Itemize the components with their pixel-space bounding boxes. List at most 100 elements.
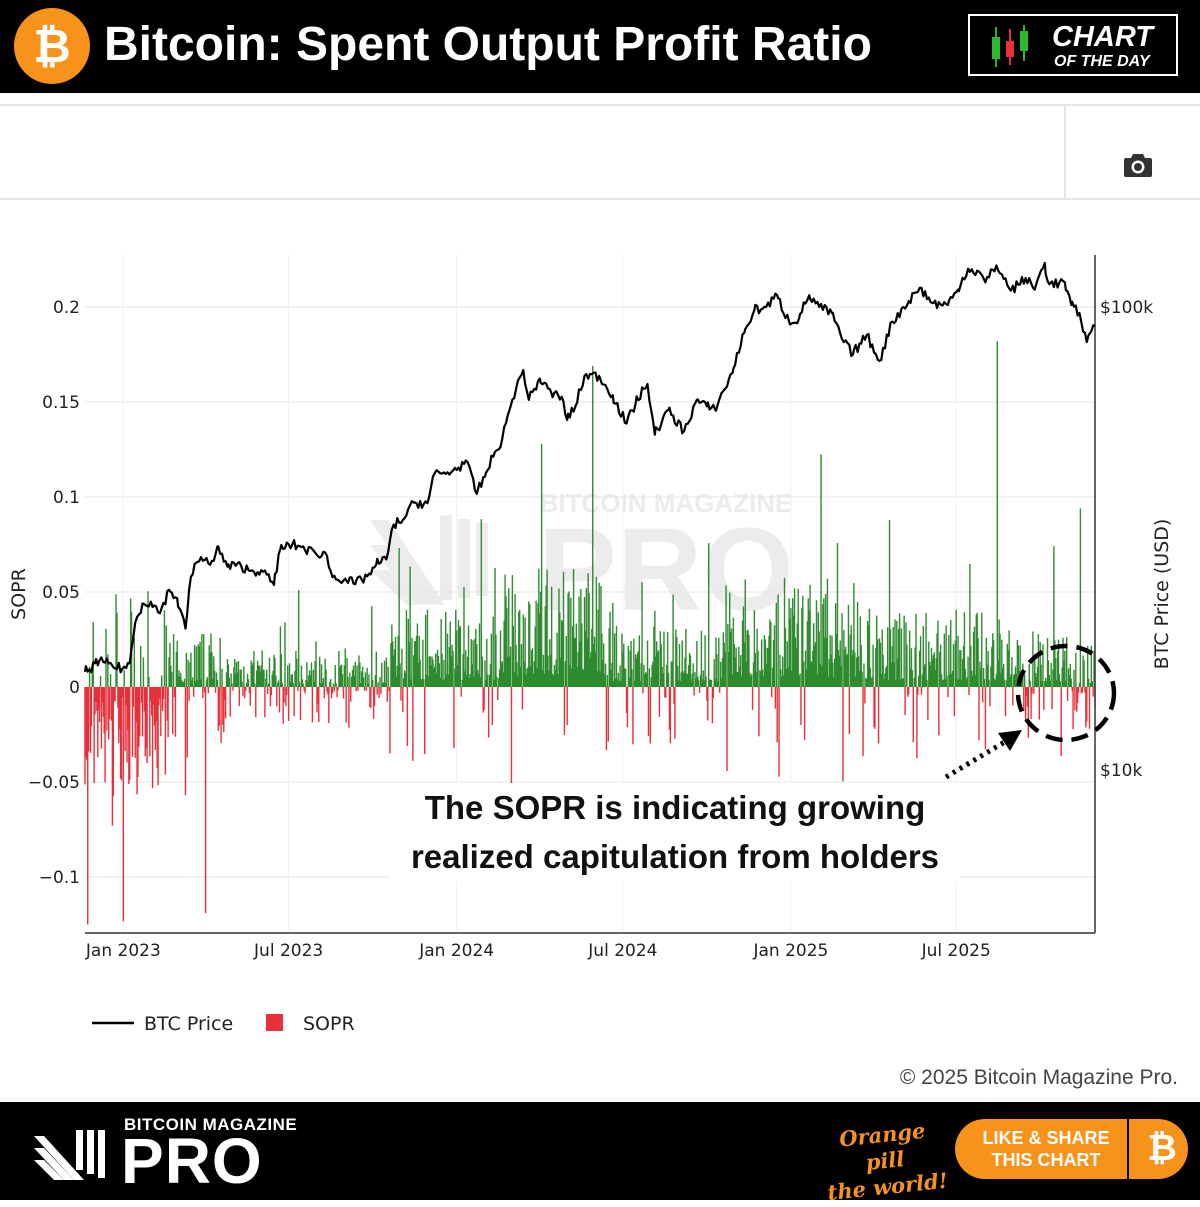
sopr-bar xyxy=(858,670,861,687)
sopr-bar xyxy=(994,679,997,687)
sopr-bar xyxy=(999,633,1001,687)
sopr-bar xyxy=(991,646,993,687)
sopr-bar xyxy=(751,687,754,710)
sopr-bar xyxy=(702,670,704,687)
sopr-bar xyxy=(359,662,361,687)
sopr-bar xyxy=(472,640,474,687)
sopr-bar xyxy=(508,588,510,687)
sopr-bar xyxy=(691,673,693,687)
legend-bar-swatch xyxy=(266,1014,283,1031)
sopr-bar xyxy=(490,633,493,687)
sopr-bar xyxy=(555,659,557,687)
sopr-bar xyxy=(263,669,265,687)
sopr-bar xyxy=(276,682,279,687)
sopr-bar xyxy=(731,674,734,687)
sopr-bar xyxy=(801,607,803,687)
toolbar-border-bottom xyxy=(0,198,1200,200)
sopr-bar xyxy=(1093,650,1095,687)
sopr-bar xyxy=(291,674,293,687)
sopr-bar xyxy=(96,687,98,712)
sopr-bar xyxy=(478,623,481,687)
sopr-bar xyxy=(1005,680,1008,687)
sopr-bar xyxy=(115,594,117,687)
sopr-bar xyxy=(93,687,95,784)
sopr-bar xyxy=(617,672,620,687)
sopr-bar xyxy=(476,669,479,687)
sopr-bar xyxy=(645,673,648,687)
sopr-bar xyxy=(308,670,311,687)
sopr-bar xyxy=(349,672,351,687)
sopr-bar xyxy=(106,687,108,731)
sopr-bar xyxy=(939,652,941,687)
sopr-bar xyxy=(729,632,732,687)
sopr-bar xyxy=(793,588,796,687)
sopr-bar xyxy=(237,660,240,687)
sopr-bar xyxy=(656,652,659,687)
like-share-button[interactable]: LIKE & SHARE THIS CHART ₿ xyxy=(955,1119,1188,1179)
sopr-bar xyxy=(609,611,611,687)
sopr-bar xyxy=(835,633,838,687)
sopr-bar xyxy=(642,687,644,694)
sopr-bar xyxy=(288,663,291,687)
sopr-bar xyxy=(916,687,918,759)
sopr-bar xyxy=(214,687,217,693)
sopr-bar xyxy=(434,666,436,687)
sopr-bar xyxy=(460,687,462,697)
sopr-bar xyxy=(140,687,143,703)
sopr-bar xyxy=(571,626,574,687)
sopr-bar xyxy=(746,630,748,687)
footer-brand-small: BITCOIN MAGAZINE xyxy=(124,1115,298,1134)
sopr-bar xyxy=(901,678,904,687)
sopr-bar xyxy=(732,617,735,687)
sopr-bar xyxy=(1012,687,1014,706)
sopr-bar xyxy=(992,640,995,687)
sopr-bar xyxy=(1027,687,1030,738)
sopr-bar xyxy=(559,612,561,687)
sopr-bar xyxy=(336,687,338,698)
sopr-bar xyxy=(238,687,241,707)
sopr-bar xyxy=(240,669,242,687)
sopr-bar xyxy=(947,687,949,698)
sopr-bar xyxy=(783,577,786,687)
y-tick-label: 0.05 xyxy=(42,583,80,603)
sopr-bar xyxy=(511,575,514,687)
sopr-bar xyxy=(816,674,819,687)
sopr-bar xyxy=(698,687,701,693)
camera-icon[interactable] xyxy=(1123,152,1153,183)
sopr-bar xyxy=(803,687,806,740)
sopr-bar xyxy=(668,687,671,730)
sopr-bar xyxy=(374,675,377,687)
share-label-line-2: THIS CHART xyxy=(991,1150,1101,1170)
sopr-bar xyxy=(745,661,747,687)
sopr-bar xyxy=(134,687,136,758)
sopr-bar xyxy=(940,674,943,687)
sopr-bar xyxy=(391,624,393,687)
sopr-bar xyxy=(331,687,334,694)
sopr-bar xyxy=(168,657,170,687)
sopr-bar xyxy=(126,687,128,763)
sopr-bar xyxy=(869,667,872,687)
sopr-bar xyxy=(1091,681,1093,687)
sopr-bar xyxy=(971,675,974,687)
sopr-bar xyxy=(1041,681,1043,687)
sopr-bar xyxy=(965,679,967,687)
sopr-bar xyxy=(936,633,938,687)
sopr-bar xyxy=(849,634,851,687)
sopr-bar xyxy=(1060,687,1062,757)
sopr-bar xyxy=(369,687,371,708)
sopr-bar xyxy=(791,670,793,687)
sopr-bar xyxy=(628,677,630,687)
sopr-bar xyxy=(315,641,317,687)
sopr-bar xyxy=(229,687,231,717)
sopr-bar xyxy=(156,687,158,768)
sopr-bar xyxy=(312,669,315,687)
sopr-bar xyxy=(696,640,698,687)
sopr-bar xyxy=(181,680,183,687)
sopr-bar xyxy=(614,678,617,687)
sopr-bar xyxy=(200,679,202,687)
sopr-bar xyxy=(218,687,220,726)
sopr-bar xyxy=(390,643,392,687)
sopr-bar xyxy=(370,687,372,709)
sopr-bar xyxy=(261,650,263,687)
sopr-bar xyxy=(251,664,253,687)
